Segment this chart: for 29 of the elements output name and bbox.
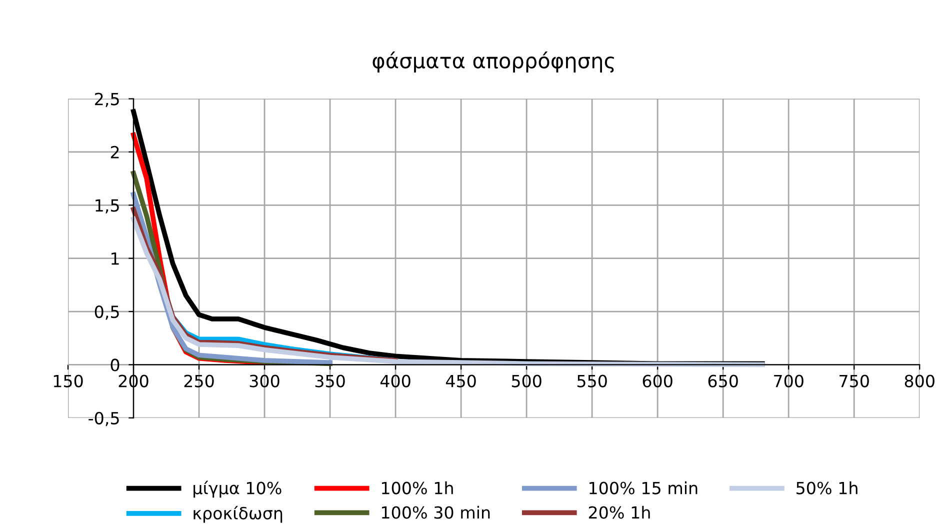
y-tick-label: 1: [112, 252, 119, 265]
line-series: [131, 216, 765, 368]
y-tick-label: 0: [110, 358, 120, 372]
x-tick-label: 700: [774, 374, 804, 388]
x-tick-label: 600: [642, 374, 672, 388]
x-tick-label: 400: [380, 374, 410, 388]
legend-label: 100% 30 min: [382, 506, 490, 519]
x-tick-label: 800: [904, 374, 934, 388]
y-tick-label: -0,5: [88, 412, 119, 426]
x-tick-label: 300: [250, 374, 280, 388]
legend-label: 100% 1h: [382, 481, 453, 494]
legend-label: 100% 15 min: [590, 481, 698, 494]
x-tick-label: 250: [184, 374, 214, 388]
x-tick-label: 750: [840, 374, 869, 388]
y-tick-label: 1,5: [96, 199, 119, 214]
x-tick-label: 650: [708, 374, 738, 388]
legend-label: 50% 1h: [796, 481, 858, 494]
chart-title: φάσματα απορρόφησης: [372, 52, 614, 73]
x-tick-label: 150: [54, 374, 83, 388]
x-tick-label: 350: [315, 374, 345, 388]
legend-label: μίγμα 10%: [194, 480, 282, 498]
y-tick-label: 2,5: [95, 92, 119, 108]
x-tick-label: 550: [577, 374, 607, 388]
legend-label: κροκίδωση: [194, 506, 282, 523]
y-tick-label: 2: [110, 146, 119, 158]
y-tick-label: 0,5: [94, 305, 119, 320]
x-tick-label: 500: [512, 374, 542, 388]
x-tick-label: 450: [446, 374, 476, 388]
legend-label: 20% 1h: [588, 506, 650, 519]
